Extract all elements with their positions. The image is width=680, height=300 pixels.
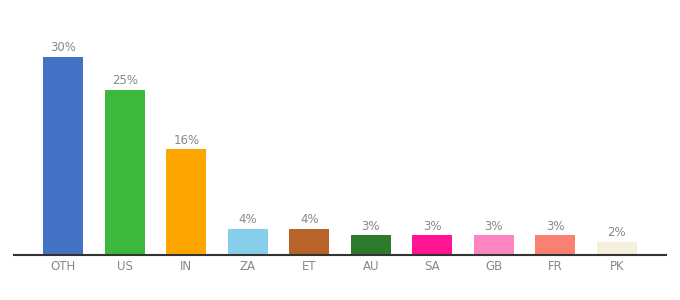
Bar — [474, 235, 513, 255]
Text: 4%: 4% — [239, 213, 257, 226]
Bar — [105, 90, 145, 255]
Text: 3%: 3% — [546, 220, 564, 232]
Bar — [412, 235, 452, 255]
Text: 30%: 30% — [50, 41, 76, 54]
Bar — [167, 149, 206, 255]
Bar — [351, 235, 391, 255]
Text: 16%: 16% — [173, 134, 199, 147]
Bar — [597, 242, 636, 255]
Text: 2%: 2% — [607, 226, 626, 239]
Text: 4%: 4% — [300, 213, 318, 226]
Bar — [228, 229, 268, 255]
Text: 25%: 25% — [112, 74, 138, 87]
Text: 3%: 3% — [484, 220, 503, 232]
Bar — [289, 229, 329, 255]
Text: 3%: 3% — [423, 220, 441, 232]
Text: 3%: 3% — [362, 220, 380, 232]
Bar — [535, 235, 575, 255]
Bar — [44, 57, 83, 255]
